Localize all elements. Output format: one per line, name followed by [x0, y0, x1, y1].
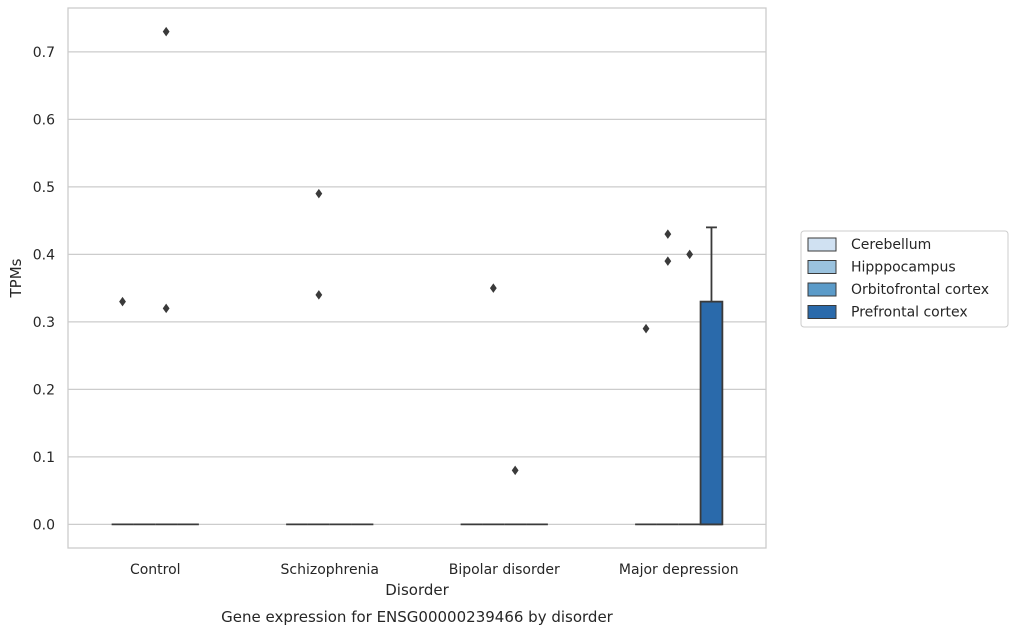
- y-tick-label: 0.3: [33, 315, 55, 331]
- legend-label: Prefrontal cortex: [851, 305, 968, 321]
- legend-label: Cerebellum: [851, 237, 931, 253]
- outlier-point: [489, 283, 497, 293]
- x-tick-label: Schizophrenia: [281, 562, 379, 578]
- legend: Cerebellum Hipppocampus Orbitofrontal cort…: [800, 230, 1009, 328]
- y-axis-ticks: 0.0 0.1 0.2 0.3 0.4 0.5 0.6 0.7: [33, 45, 55, 534]
- y-tick-label: 0.1: [33, 450, 55, 466]
- outlier-points: [119, 26, 694, 476]
- legend-label: Hipppocampus: [851, 260, 956, 276]
- plot-area-frame: [67, 7, 767, 549]
- legend-swatch: [807, 260, 837, 274]
- legend-swatch: [807, 237, 837, 252]
- boxes: [111, 226, 724, 526]
- legend-swatch: [807, 305, 837, 319]
- outlier-point: [162, 303, 170, 314]
- outlier-point: [315, 188, 323, 199]
- y-tick-label: 0.4: [33, 247, 55, 263]
- y-tick-label: 0.7: [33, 45, 55, 61]
- legend-swatch: [807, 282, 837, 297]
- y-axis-label: TPMs: [7, 258, 25, 298]
- outlier-point: [664, 256, 672, 266]
- legend-label: Orbitofrontal cortex: [851, 282, 989, 298]
- outlier-point: [162, 26, 170, 37]
- outlier-point: [664, 229, 672, 239]
- outlier-point: [119, 296, 126, 307]
- y-tick-label: 0.0: [33, 517, 55, 533]
- outlier-point: [642, 323, 650, 334]
- x-tick-label: Major depression: [619, 562, 739, 578]
- x-tick-label: Bipolar disorder: [449, 562, 560, 578]
- box-prefrontal-cortex: [699, 226, 724, 526]
- legend-frame: [800, 230, 1009, 328]
- y-tick-label: 0.6: [33, 112, 55, 128]
- y-tick-label: 0.5: [33, 180, 55, 196]
- chart-title: Gene expression for ENSG00000239466 by d…: [221, 608, 614, 626]
- x-axis-ticks: Control Schizophrenia Bipolar disorder Majo…: [130, 562, 739, 578]
- box-body: [699, 300, 724, 526]
- x-tick-label: Control: [130, 562, 181, 578]
- grid-lines: [68, 51, 766, 525]
- outlier-point: [315, 290, 323, 300]
- outlier-point: [511, 465, 519, 476]
- y-tick-label: 0.2: [33, 382, 55, 398]
- x-axis-label: Disorder: [385, 581, 449, 599]
- outlier-point: [686, 249, 694, 260]
